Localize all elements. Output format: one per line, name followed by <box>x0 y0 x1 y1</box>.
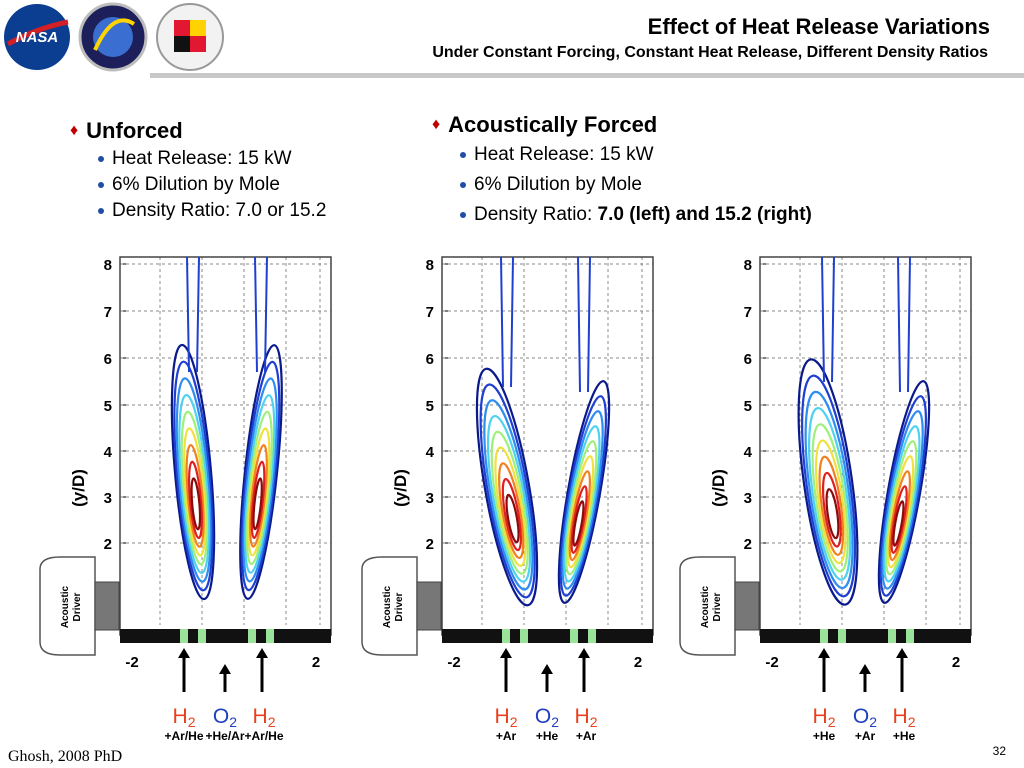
y-tick-label: 6 <box>104 351 112 368</box>
y-tick-label: 8 <box>426 257 434 274</box>
unforced-item-text: 6% Dilution by Mole <box>112 174 280 195</box>
dot-bullet-icon <box>460 152 466 158</box>
unforced-item: Density Ratio: 7.0 or 15.2 <box>98 200 326 222</box>
y-tick-label: 7 <box>104 304 112 321</box>
dot-bullet-icon <box>460 182 466 188</box>
dilution-label: +He <box>893 729 916 743</box>
acoustic-driver-label: Driver <box>394 592 405 621</box>
x-tick-label: 2 <box>634 654 642 671</box>
umd-logo <box>156 3 224 71</box>
y-tick-label: 5 <box>104 398 112 415</box>
y-tick-label: 2 <box>104 536 112 553</box>
dot-bullet-icon <box>98 208 104 214</box>
dilution-label: +Ar <box>496 729 517 743</box>
unforced-heading-text: Unforced <box>86 118 183 143</box>
acoustic-driver-label: Acoustic <box>60 585 71 628</box>
acoustic-driver-label: Acoustic <box>700 585 711 628</box>
acoustic-driver-label: Driver <box>712 592 723 621</box>
dot-bullet-icon <box>98 182 104 188</box>
diamond-bullet-icon: ♦ <box>432 116 441 133</box>
y-tick-label: 8 <box>104 257 112 274</box>
forced-item: 6% Dilution by Mole <box>460 174 812 196</box>
y-tick-label: 3 <box>104 490 112 507</box>
forced-item-text: Heat Release: 15 kW <box>474 144 654 165</box>
h2-label: H2 <box>813 705 836 730</box>
forced-item: Density Ratio: 7.0 (left) and 15.2 (righ… <box>460 204 812 226</box>
acoustic-driver-label: Acoustic <box>382 585 393 628</box>
x-tick-label: -2 <box>125 654 138 671</box>
dilution-label: +Ar/He <box>244 729 283 743</box>
dilution-label: +He <box>813 729 836 743</box>
o2-label: O2 <box>535 705 559 730</box>
dot-bullet-icon <box>460 212 466 218</box>
footer-citation: Ghosh, 2008 PhD <box>8 748 123 765</box>
header-divider <box>150 73 1024 78</box>
exploration-logo <box>78 2 148 72</box>
h2-label: H2 <box>253 705 276 730</box>
y-axis-label: (y/D) <box>391 469 410 507</box>
h2-label: H2 <box>173 705 196 730</box>
forced-item-text: 6% Dilution by Mole <box>474 174 642 195</box>
h2-label: H2 <box>495 705 518 730</box>
dilution-label: +Ar <box>576 729 597 743</box>
acoustic-driver-label: Driver <box>72 592 83 621</box>
y-tick-label: 5 <box>426 398 434 415</box>
h2-label: H2 <box>893 705 916 730</box>
y-tick-label: 5 <box>744 398 752 415</box>
dilution-label: +He/Ar <box>205 729 244 743</box>
o2-label: O2 <box>213 705 237 730</box>
forced-heading-text: Acoustically Forced <box>448 112 658 137</box>
dilution-label: +Ar/He <box>164 729 203 743</box>
y-tick-label: 2 <box>426 536 434 553</box>
x-tick-label: -2 <box>765 654 778 671</box>
unforced-item-text: Density Ratio: 7.0 or 15.2 <box>112 200 327 221</box>
y-tick-label: 3 <box>426 490 434 507</box>
x-tick-label: 2 <box>952 654 960 671</box>
y-axis-label: (y/D) <box>69 469 88 507</box>
unforced-item: Heat Release: 15 kW <box>98 148 326 170</box>
dilution-label: +He <box>536 729 559 743</box>
header-logos: NASA <box>0 0 240 72</box>
unforced-item-text: Heat Release: 15 kW <box>112 148 292 169</box>
y-tick-label: 4 <box>104 444 113 461</box>
page-number: 32 <box>992 744 1006 758</box>
unforced-heading: ♦ Unforced <box>70 118 326 144</box>
forced-bullets: ♦ Acoustically Forced Heat Release: 15 kW… <box>432 112 812 226</box>
unforced-item: 6% Dilution by Mole <box>98 174 326 196</box>
y-tick-label: 7 <box>426 304 434 321</box>
y-tick-label: 3 <box>744 490 752 507</box>
y-axis-label: (y/D) <box>709 469 728 507</box>
y-tick-label: 8 <box>744 257 752 274</box>
slide-title: Effect of Heat Release Variations <box>647 14 990 39</box>
nasa-logo-text: NASA <box>16 29 59 46</box>
y-tick-label: 2 <box>744 536 752 553</box>
dot-bullet-icon <box>98 156 104 162</box>
unforced-bullets: ♦ Unforced Heat Release: 15 kW 6% Dilutio… <box>70 118 326 222</box>
forced-density-prefix: Density Ratio: <box>474 204 598 225</box>
forced-heading: ♦ Acoustically Forced <box>432 112 812 138</box>
nasa-logo: NASA <box>4 4 70 70</box>
forced-density-value: 7.0 (left) and 15.2 (right) <box>597 204 812 225</box>
y-tick-label: 6 <box>426 351 434 368</box>
x-tick-label: 2 <box>312 654 320 671</box>
diamond-bullet-icon: ♦ <box>70 122 79 139</box>
o2-label: O2 <box>853 705 877 730</box>
slide-subtitle: Under Constant Forcing, Constant Heat Re… <box>432 44 988 61</box>
y-tick-label: 4 <box>426 444 435 461</box>
forced-item: Heat Release: 15 kW <box>460 144 812 166</box>
y-tick-label: 6 <box>744 351 752 368</box>
dilution-label: +Ar <box>855 729 876 743</box>
h2-label: H2 <box>575 705 598 730</box>
y-tick-label: 4 <box>744 444 753 461</box>
x-tick-label: -2 <box>447 654 460 671</box>
y-tick-label: 7 <box>744 304 752 321</box>
logo-group: NASA <box>4 2 224 72</box>
